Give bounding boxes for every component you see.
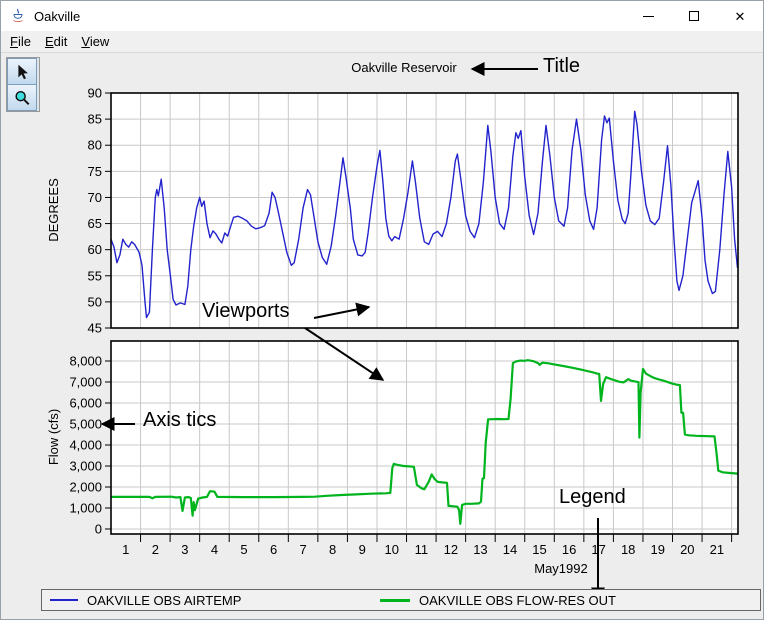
minimize-icon [642,15,654,17]
tool-bar [6,57,40,112]
airtemp-line-sample [50,599,78,601]
cursor-arrow-icon [18,64,28,79]
zoom-tool-button[interactable] [7,84,37,111]
flow-line-sample [380,598,410,602]
close-icon: ✕ [734,8,746,24]
legend-label-airtemp: OAKVILLE OBS AIRTEMP [87,592,242,608]
pointer-tool-button[interactable] [7,58,37,85]
bottom-viewport[interactable] [111,341,738,534]
title-bar: Oakville ✕ [1,1,763,31]
window-title: Oakville [34,8,81,24]
close-button[interactable]: ✕ [717,1,763,31]
y-axis-label-degrees: DEGREES [46,178,61,242]
legend-entry-flow[interactable]: OAKVILLE OBS FLOW-RES OUT [380,590,616,610]
minimize-button[interactable] [625,1,671,31]
top-viewport[interactable] [111,93,738,328]
annotation-legend: Legend [559,486,626,508]
menu-edit[interactable]: Edit [44,34,68,49]
y-axis-label-flow: Flow (cfs) [46,408,61,466]
legend-entry-airtemp[interactable]: OAKVILLE OBS AIRTEMP [50,590,241,610]
x-axis-label: May1992 [534,561,588,576]
legend: OAKVILLE OBS AIRTEMP OAKVILLE OBS FLOW-R… [41,589,761,611]
menu-bar: File Edit View [1,31,763,53]
annotation-title: Title [543,55,581,77]
menu-view[interactable]: View [81,34,110,49]
annotation-axis-tics: Axis tics [143,409,217,431]
legend-label-flow: OAKVILLE OBS FLOW-RES OUT [419,592,616,608]
annotation-viewports: Viewports [202,300,290,322]
java-icon [10,8,26,24]
plot-title: Oakville Reservoir [351,60,457,75]
menu-file[interactable]: File [10,34,31,49]
maximize-button[interactable] [671,1,717,31]
maximize-icon [689,11,699,21]
magnifier-icon [15,90,30,105]
